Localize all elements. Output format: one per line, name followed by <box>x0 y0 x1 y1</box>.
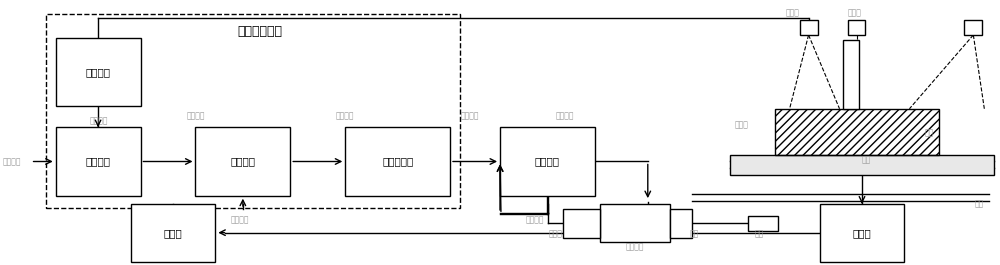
Text: 形状控制: 形状控制 <box>86 157 111 166</box>
Text: 丝杠: 丝杠 <box>974 199 984 208</box>
Bar <box>131 204 215 262</box>
Text: 光栅尺: 光栅尺 <box>853 228 871 238</box>
Text: 形状重建: 形状重建 <box>86 67 111 77</box>
Text: 计数器: 计数器 <box>164 228 182 238</box>
Text: 伺服电机: 伺服电机 <box>626 243 644 252</box>
Text: 刀具: 刀具 <box>861 156 871 165</box>
Text: 位置信号: 位置信号 <box>186 111 205 120</box>
Bar <box>46 14 460 208</box>
Text: 伺服驱动: 伺服驱动 <box>535 157 560 166</box>
Text: 位置控制: 位置控制 <box>230 157 255 166</box>
Text: 摄像头: 摄像头 <box>786 8 800 17</box>
Bar <box>600 204 670 242</box>
Bar <box>848 20 865 35</box>
Bar <box>730 155 994 175</box>
Text: 工作台: 工作台 <box>735 120 749 129</box>
Text: 形状反馈: 形状反馈 <box>89 116 108 125</box>
Text: 目标形状: 目标形状 <box>3 157 21 166</box>
Text: 光码盘: 光码盘 <box>549 229 563 239</box>
Bar <box>500 127 595 196</box>
Text: 工件: 工件 <box>924 128 934 137</box>
Bar <box>820 204 904 262</box>
Bar <box>748 215 778 231</box>
Text: 分析计算单元: 分析计算单元 <box>238 24 283 38</box>
Bar <box>964 20 982 35</box>
Text: 激光器: 激光器 <box>848 8 861 17</box>
Text: 脉冲反馈: 脉冲反馈 <box>526 215 544 224</box>
Bar <box>563 209 600 238</box>
Text: 脉冲发生器: 脉冲发生器 <box>382 157 413 166</box>
Bar <box>345 127 450 196</box>
Bar <box>56 38 140 106</box>
Text: 位置反馈: 位置反馈 <box>231 215 250 224</box>
Text: 齿轮: 齿轮 <box>690 229 699 239</box>
Text: 耂母: 耂母 <box>755 229 764 239</box>
Bar <box>800 20 818 35</box>
Text: 控制信号: 控制信号 <box>336 111 354 120</box>
Bar <box>56 127 140 196</box>
Bar <box>843 40 859 109</box>
Bar <box>195 127 290 196</box>
Text: 脉冲指令: 脉冲指令 <box>461 111 479 120</box>
Bar <box>670 209 692 238</box>
Bar <box>775 109 939 155</box>
Text: 驱动信号: 驱动信号 <box>556 111 574 120</box>
